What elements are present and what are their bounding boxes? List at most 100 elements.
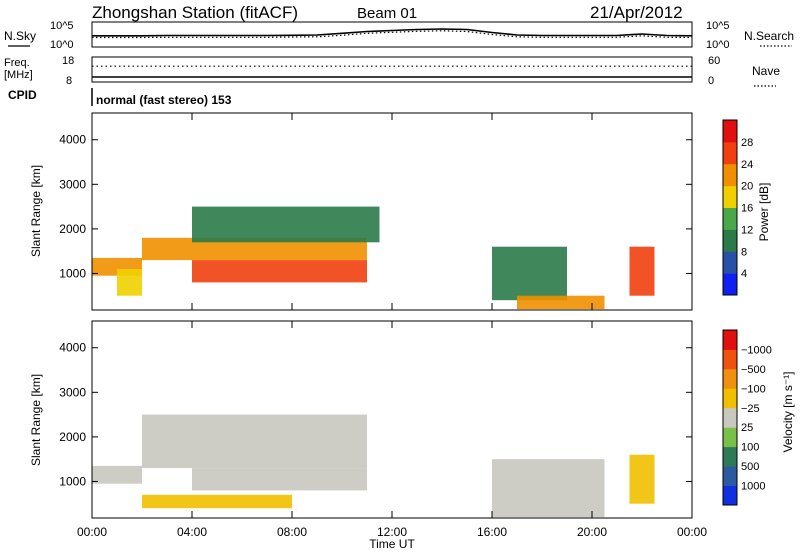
- freq-left-tick-top: 18: [62, 55, 74, 67]
- x-tick-label: 16:00: [477, 525, 507, 539]
- power-panel-frame: [91, 112, 693, 311]
- y-tick-label: 1000: [59, 474, 86, 488]
- y-tick-label: 4000: [59, 341, 86, 355]
- freq-lines: [92, 65, 692, 78]
- noise-left-tick-bottom: 10^0: [50, 39, 74, 51]
- nave-label: Nave: [752, 64, 780, 78]
- colorbar-swatch: [723, 466, 737, 486]
- y-tick-label: 3000: [59, 177, 86, 191]
- noise-right-tick-top: 10^5: [706, 20, 730, 32]
- freq-right-tick-top: 60: [708, 55, 720, 67]
- cpid-label: CPID: [8, 88, 37, 102]
- heatmap-region-1: [142, 414, 367, 469]
- noise-lines: [92, 28, 693, 39]
- colorbar-tick-label: 4: [741, 268, 747, 280]
- colorbar-tick-label: 1000: [741, 481, 765, 493]
- colorbar-tick-label: 25: [741, 422, 753, 434]
- y-tick-label: 2000: [59, 222, 86, 236]
- heatmap-region-1: [117, 269, 142, 296]
- x-tick-labels: 00:00 04:00 08:00 12:00 16:00 20:00 00:00: [77, 525, 707, 539]
- cpid-value: normal (fast stereo) 153: [96, 93, 232, 107]
- freq-right-tick-bottom: 0: [708, 75, 714, 87]
- heatmap-region-6: [517, 295, 605, 310]
- colorbar-tick-label: 12: [741, 224, 753, 236]
- noise-right-label: N.Search: [744, 29, 794, 43]
- velocity-y-axis-label: Slant Range [km]: [29, 374, 43, 466]
- noise-panel-frame: [91, 21, 693, 48]
- heatmap-region-5: [629, 454, 655, 504]
- x-tick-label: 20:00: [577, 525, 607, 539]
- power-y-axis-label: Slant Range [km]: [29, 165, 43, 257]
- y-tick-label: 3000: [59, 385, 86, 399]
- x-tick-label: 00:00: [77, 525, 107, 539]
- colorbar-frame: [722, 329, 738, 506]
- heatmap-region-7: [629, 246, 655, 296]
- colorbar-tick-label: 28: [741, 137, 753, 149]
- colorbar-frame: [722, 119, 738, 296]
- colorbar-swatch: [723, 229, 737, 252]
- colorbar-swatch: [723, 368, 737, 389]
- colorbar-tick-label: −1000: [741, 344, 772, 356]
- colorbar-swatch: [723, 427, 737, 448]
- power-colorbar: 4 8 12 16 20 24 28: [722, 119, 753, 296]
- noise-right-tick-bottom: 10^0: [706, 39, 730, 51]
- colorbar-tick-label: 100: [741, 442, 759, 454]
- x-tick-label: 12:00: [377, 525, 407, 539]
- colorbar-swatch: [723, 446, 737, 467]
- colorbar-swatch: [723, 185, 737, 208]
- noise-left-tick-top: 10^5: [50, 20, 74, 32]
- colorbar-tick-label: 500: [741, 461, 759, 473]
- series-line-0: [92, 28, 693, 37]
- colorbar-swatch: [723, 273, 737, 296]
- colorbar-tick-label: 24: [741, 159, 753, 171]
- colorbar-tick-label: −500: [741, 364, 766, 376]
- heatmap-region-4: [492, 459, 605, 518]
- y-tick-label: 2000: [59, 430, 86, 444]
- x-tick-label: 04:00: [177, 525, 207, 539]
- colorbar-tick-label: 16: [741, 203, 753, 215]
- x-tick-label: 00:00: [677, 525, 707, 539]
- freq-left-tick-bottom: 8: [66, 75, 72, 87]
- heatmap-region-4: [192, 206, 380, 243]
- freq-left-label-2: [MHz]: [4, 69, 33, 81]
- colorbar-swatch: [723, 141, 737, 165]
- colorbar-tick-label: −100: [741, 383, 766, 395]
- freq-panel-frame: [91, 56, 693, 83]
- velocity-axis-ticks: 1000 2000 3000 4000: [59, 321, 693, 518]
- colorbar-tick-label: −25: [741, 403, 760, 415]
- colorbar-swatch: [723, 163, 737, 187]
- y-tick-label: 1000: [59, 266, 86, 280]
- freq-left-label-1: Freq.: [4, 57, 30, 69]
- power-axis-ticks: 1000 2000 3000 4000: [59, 113, 693, 310]
- y-tick-label: 4000: [59, 133, 86, 147]
- colorbar-tick-label: 20: [741, 181, 753, 193]
- x-tick-label: 08:00: [277, 525, 307, 539]
- heatmap-region-0: [92, 465, 142, 484]
- power-colorbar-label: Power [dB]: [757, 183, 771, 242]
- colorbar-swatch: [723, 407, 737, 428]
- velocity-colorbar: 1000 500 100 25 −25 −100 −500 −1000: [722, 329, 772, 506]
- series-line-1: [92, 30, 693, 39]
- power-heatmap: [92, 206, 655, 310]
- date-label: 21/Apr/2012: [590, 3, 683, 22]
- colorbar-swatch: [723, 349, 737, 370]
- heatmap-region-3: [142, 494, 292, 509]
- heatmap-region-2: [142, 237, 367, 261]
- colorbar-swatch: [723, 120, 737, 143]
- beam-label: Beam 01: [357, 5, 417, 22]
- heatmap-region-5: [492, 246, 567, 301]
- x-axis-label: Time UT: [369, 537, 415, 551]
- station-title: Zhongshan Station (fitACF): [92, 3, 298, 22]
- colorbar-swatch: [723, 485, 737, 506]
- noise-left-label: N.Sky: [4, 29, 36, 43]
- heatmap-region-2: [192, 468, 367, 491]
- colorbar-swatch: [723, 330, 737, 350]
- heatmap-region-3: [192, 260, 367, 283]
- colorbar-swatch: [723, 207, 737, 230]
- velocity-heatmap: [92, 414, 655, 518]
- colorbar-swatch: [723, 388, 737, 409]
- velocity-colorbar-label: Velocity [m s⁻¹]: [781, 371, 795, 452]
- colorbar-swatch: [723, 251, 737, 274]
- colorbar-tick-label: 8: [741, 246, 747, 258]
